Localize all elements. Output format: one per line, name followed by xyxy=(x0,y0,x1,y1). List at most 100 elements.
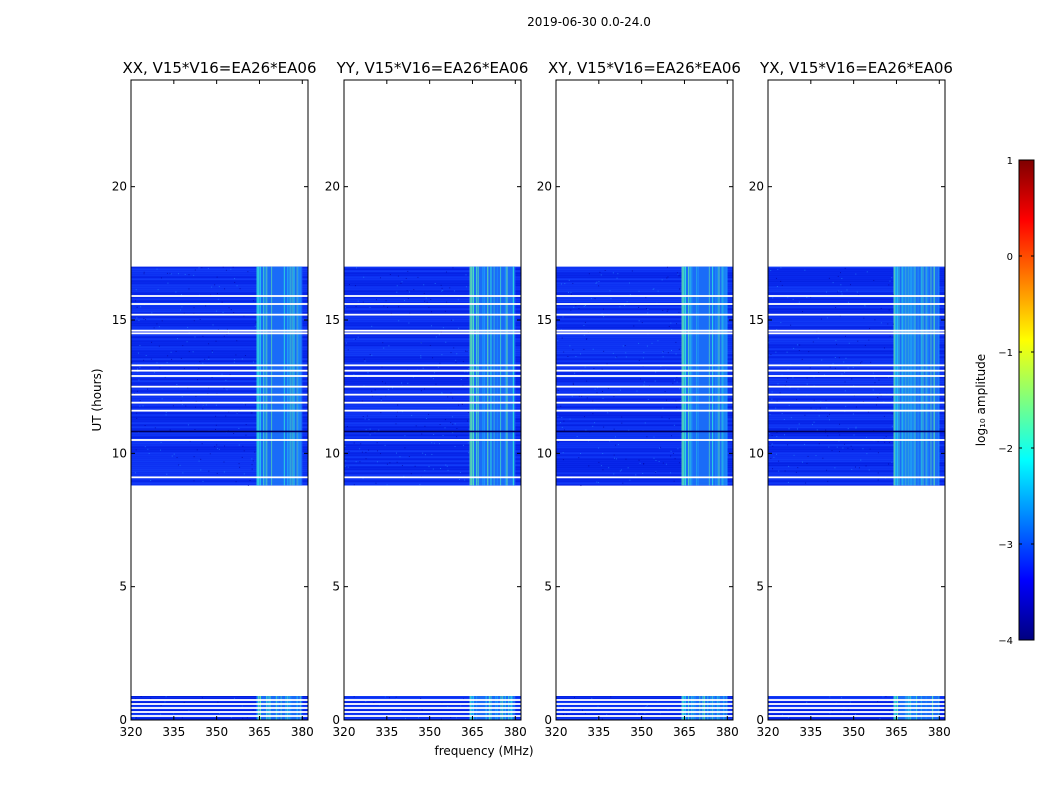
noise-speckle xyxy=(388,345,390,347)
noise-speckle xyxy=(208,470,210,472)
noise-speckle xyxy=(439,362,441,364)
noise-speckle xyxy=(215,404,217,406)
noise-speckle xyxy=(200,469,202,471)
noise-speckle xyxy=(381,381,383,383)
noise-speckle xyxy=(462,361,464,363)
noise-speckle xyxy=(450,352,452,354)
noise-speckle xyxy=(644,381,646,383)
noise-speckle xyxy=(405,277,407,279)
y-tick-label: 10 xyxy=(112,446,127,460)
noise-speckle xyxy=(822,457,824,459)
noise-speckle xyxy=(643,351,645,353)
texture-row xyxy=(344,288,521,290)
noise-speckle xyxy=(855,713,857,715)
noise-speckle xyxy=(183,701,185,703)
texture-row xyxy=(768,318,945,320)
noise-speckle xyxy=(597,705,599,707)
y-tick-label: 15 xyxy=(749,313,764,327)
noise-speckle xyxy=(778,460,780,462)
noise-speckle xyxy=(563,420,565,422)
texture-row xyxy=(768,322,945,324)
noise-speckle xyxy=(241,705,243,707)
flagged-row xyxy=(131,699,308,701)
noise-speckle xyxy=(879,393,881,395)
flagged-row xyxy=(344,703,521,705)
noise-speckle xyxy=(435,336,437,338)
texture-row xyxy=(768,440,945,442)
noise-speckle xyxy=(150,480,152,482)
texture-row xyxy=(556,400,733,402)
texture-row xyxy=(556,292,733,294)
texture-row xyxy=(556,376,733,378)
noise-speckle xyxy=(226,328,228,330)
y-tick-label: 20 xyxy=(325,180,340,194)
texture-row xyxy=(344,354,521,356)
texture-row xyxy=(344,300,521,302)
texture-row xyxy=(344,706,521,707)
noise-speckle xyxy=(208,343,210,345)
noise-speckle xyxy=(165,414,167,416)
noise-speckle xyxy=(889,335,891,337)
noise-speckle xyxy=(460,378,462,380)
axes-frame xyxy=(767,79,946,721)
noise-speckle xyxy=(160,441,162,443)
noise-speckle xyxy=(854,466,856,468)
x-tick-label: 380 xyxy=(504,725,527,739)
texture-row xyxy=(556,422,733,424)
noise-speckle xyxy=(602,469,604,471)
flagged-row xyxy=(131,375,308,377)
noise-speckle xyxy=(433,433,435,435)
noise-speckle xyxy=(217,701,219,703)
texture-row xyxy=(768,698,945,699)
noise-speckle xyxy=(225,415,227,417)
noise-speckle xyxy=(850,445,852,447)
texture-row xyxy=(344,366,521,368)
noise-speckle xyxy=(199,318,201,320)
noise-speckle xyxy=(776,328,778,330)
flagged-row xyxy=(344,715,521,717)
noise-speckle xyxy=(368,419,370,421)
texture-row xyxy=(556,458,733,460)
noise-speckle xyxy=(447,396,449,398)
noise-speckle xyxy=(612,352,614,354)
flagged-row xyxy=(131,715,308,717)
flagged-row xyxy=(556,332,733,335)
texture-row xyxy=(344,290,521,292)
noise-speckle xyxy=(557,389,559,391)
noise-speckle xyxy=(211,376,213,378)
texture-row xyxy=(556,296,733,298)
noise-speckle xyxy=(892,294,894,296)
texture-row xyxy=(556,304,733,306)
texture-row xyxy=(131,348,308,350)
noise-speckle xyxy=(223,471,225,473)
noise-speckle xyxy=(825,429,827,431)
noise-speckle xyxy=(217,447,219,449)
texture-row xyxy=(131,706,308,707)
noise-speckle xyxy=(236,285,238,287)
noise-speckle xyxy=(156,362,158,364)
noise-speckle xyxy=(672,452,674,454)
texture-row xyxy=(768,290,945,292)
texture-row xyxy=(131,344,308,346)
noise-speckle xyxy=(672,382,674,384)
texture-row xyxy=(344,464,521,466)
texture-row xyxy=(556,284,733,286)
texture-row xyxy=(768,484,945,486)
texture-row xyxy=(768,274,945,276)
noise-speckle xyxy=(145,319,147,321)
noise-speckle xyxy=(807,455,809,457)
noise-speckle xyxy=(583,348,585,350)
texture-row xyxy=(344,352,521,354)
noise-speckle xyxy=(885,696,887,698)
texture-row xyxy=(131,482,308,484)
texture-row xyxy=(344,414,521,416)
noise-speckle xyxy=(386,463,388,465)
noise-speckle xyxy=(451,319,453,321)
noise-speckle xyxy=(880,322,882,324)
noise-speckle xyxy=(355,461,357,463)
noise-speckle xyxy=(440,718,442,720)
noise-speckle xyxy=(395,415,397,417)
noise-speckle xyxy=(573,306,575,308)
texture-row xyxy=(768,436,945,438)
noise-speckle xyxy=(387,306,389,308)
